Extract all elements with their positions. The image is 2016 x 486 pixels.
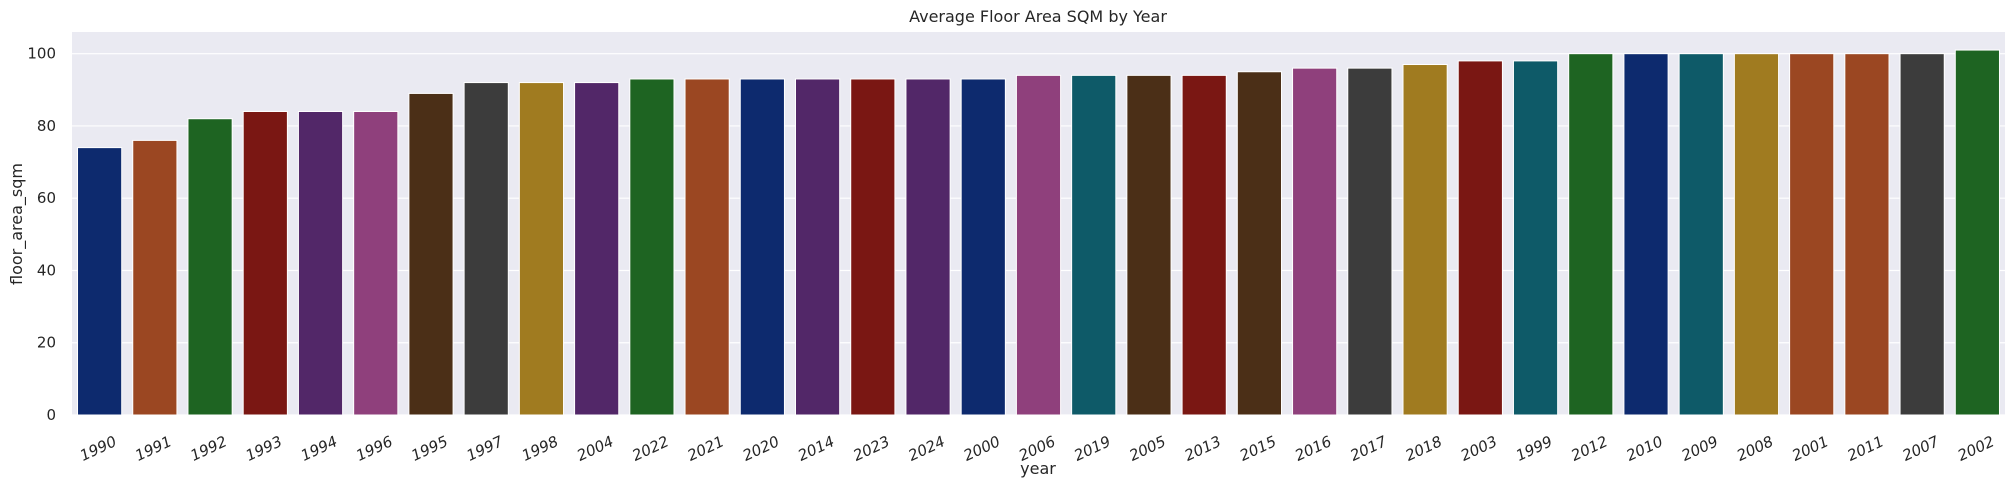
y-tick-label: 80 (37, 117, 56, 135)
x-tick-label: 2005 (1126, 432, 1168, 464)
bars (77, 49, 2000, 416)
bar-1995 (408, 92, 454, 416)
bar-2024 (905, 78, 951, 416)
bar-2006 (1015, 74, 1062, 416)
x-tick-label: 2000 (961, 432, 1003, 464)
bar-2000 (960, 78, 1006, 416)
bar-2011 (1844, 53, 1890, 416)
x-tick-label: 2011 (1844, 432, 1886, 464)
x-tick-label: 2002 (1955, 432, 1997, 464)
x-tick-label: 2017 (1347, 432, 1390, 465)
y-tick-label: 40 (37, 261, 56, 279)
x-tick-label: 2018 (1403, 432, 1445, 464)
x-tick-label: 2016 (1292, 432, 1334, 464)
bar-2015 (1236, 71, 1283, 416)
bar-2022 (629, 78, 675, 416)
x-tick-label: 2013 (1182, 432, 1224, 464)
x-tick-label: 2001 (1789, 432, 1831, 464)
y-tick-label: 20 (37, 334, 56, 352)
x-tick-label: 2021 (685, 432, 727, 464)
bar-2002 (1954, 49, 2000, 416)
bar-2014 (794, 78, 841, 416)
bar-2020 (739, 78, 785, 416)
x-axis-label: year (1020, 459, 1056, 478)
x-tick-label: 2010 (1623, 432, 1665, 464)
bar-2012 (1568, 53, 1614, 416)
x-tick-label: 2007 (1900, 432, 1943, 465)
chart-title: Average Floor Area SQM by Year (909, 7, 1167, 26)
bar-2007 (1899, 53, 1945, 416)
bar-1991 (132, 139, 178, 416)
bar-2023 (850, 78, 896, 416)
x-tick-label: 1999 (1513, 432, 1555, 464)
y-tick-label: 0 (46, 406, 56, 424)
bar-1997 (463, 82, 509, 416)
bar-1994 (297, 110, 344, 416)
bar-2013 (1181, 74, 1227, 416)
x-tick-label: 1992 (188, 432, 230, 464)
x-tick-label: 2020 (740, 432, 782, 464)
x-tick-label: 1996 (353, 432, 395, 464)
x-tick-label: 2004 (574, 432, 616, 464)
y-axis-label: floor_area_sqm (7, 163, 27, 285)
x-tick-label: 2024 (906, 432, 948, 464)
bar-2003 (1457, 60, 1503, 416)
x-tick-label: 1995 (408, 432, 450, 464)
bar-2016 (1292, 67, 1338, 416)
bar-2019 (1071, 74, 1117, 416)
x-tick-label: 2009 (1679, 432, 1721, 464)
x-tick-label: 1990 (77, 432, 119, 464)
bar-2008 (1733, 53, 1780, 416)
bar-2010 (1623, 53, 1669, 416)
bar-2009 (1678, 53, 1724, 416)
x-tick-label: 1998 (519, 432, 561, 464)
x-tick-label: 2019 (1071, 432, 1113, 464)
bar-2017 (1347, 67, 1393, 416)
bar-2005 (1126, 74, 1172, 416)
x-tick-label: 2014 (795, 432, 837, 464)
bar-1990 (77, 147, 123, 416)
bar-1993 (242, 110, 288, 416)
bar-1998 (518, 82, 565, 416)
bar-2001 (1789, 53, 1835, 416)
bar-1999 (1512, 60, 1559, 416)
x-tick-label: 2008 (1734, 432, 1776, 464)
x-tick-label: 2012 (1568, 432, 1610, 464)
bar-2018 (1402, 64, 1448, 416)
x-tick-label: 1994 (298, 432, 340, 464)
x-tick-label: 1991 (132, 432, 174, 464)
y-tick-label: 100 (27, 45, 56, 63)
bar-1996 (353, 110, 399, 416)
x-tick-label: 2023 (850, 432, 892, 464)
x-tick-label: 2003 (1458, 432, 1500, 464)
x-tick-label: 2022 (629, 432, 671, 464)
bar-2021 (684, 78, 730, 416)
y-axis-ticks: 0 20 40 60 80 100 (27, 45, 56, 424)
x-tick-label: 2015 (1237, 432, 1279, 464)
bar-2004 (574, 82, 620, 416)
x-tick-label: 1997 (464, 432, 507, 465)
y-tick-label: 60 (37, 189, 56, 207)
bar-1992 (187, 118, 233, 416)
x-tick-label: 1993 (243, 432, 285, 464)
